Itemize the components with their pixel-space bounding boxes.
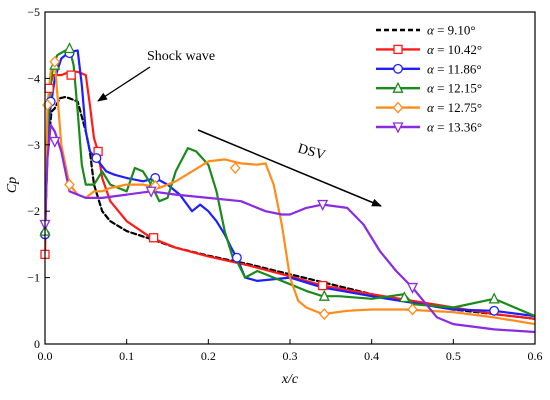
series-line-1 bbox=[45, 70, 535, 320]
series-line-5 bbox=[45, 123, 535, 334]
legend-marker-1 bbox=[393, 44, 403, 55]
plot-markers bbox=[39, 42, 500, 321]
legend-label-5: α = 13.36° bbox=[427, 120, 482, 135]
x-tick-label: 0.1 bbox=[119, 349, 134, 363]
x-tick-label: 0.5 bbox=[446, 349, 461, 363]
series-5-marker bbox=[406, 282, 419, 295]
y-axis-ticks: 0 −1 −2 −3 −4 −5 bbox=[27, 5, 50, 351]
x-tick-label: 0.2 bbox=[201, 349, 216, 363]
annotation-shock-wave: Shock wave bbox=[147, 49, 215, 64]
series-4-marker bbox=[318, 308, 330, 321]
series-2-marker bbox=[91, 153, 102, 164]
dsv-arrow bbox=[197, 129, 382, 207]
series-2-marker bbox=[231, 252, 242, 263]
y-tick-label: −2 bbox=[27, 204, 40, 218]
series-1-marker bbox=[44, 83, 54, 94]
x-tick-label: 0.6 bbox=[528, 349, 543, 363]
series-4-marker bbox=[229, 162, 241, 175]
y-axis-label: Cp bbox=[5, 177, 20, 193]
shock-wave-arrow bbox=[97, 66, 151, 102]
legend-marker-5 bbox=[392, 122, 404, 134]
x-axis-label: x/c bbox=[281, 372, 299, 387]
legend-label-4: α = 12.75° bbox=[427, 100, 482, 115]
series-5-marker bbox=[49, 136, 61, 148]
legend-marker-2 bbox=[393, 63, 403, 74]
series-5-marker bbox=[145, 186, 157, 198]
series-1-marker bbox=[66, 70, 76, 80]
series-4-marker bbox=[49, 55, 61, 68]
legend-label-1: α = 10.42° bbox=[427, 42, 482, 57]
y-tick-label: −4 bbox=[27, 71, 40, 85]
series-3-marker bbox=[318, 289, 330, 301]
legend-marker-4 bbox=[392, 101, 404, 114]
series-3-marker bbox=[398, 291, 410, 303]
legend-label-2: α = 11.86° bbox=[427, 61, 482, 76]
legend-marker-3 bbox=[392, 81, 404, 93]
annotation-dsv: DSV bbox=[296, 141, 327, 163]
series-5-marker bbox=[317, 199, 329, 212]
series-3-marker bbox=[488, 292, 500, 304]
x-tick-label: 0.3 bbox=[283, 349, 298, 363]
legend: α = 9.10° α = 10.42° α = 11.86° α = 12.15° α… bbox=[376, 23, 482, 135]
series-2-marker bbox=[489, 305, 500, 316]
x-axis-ticks: 0.0 0.1 0.2 0.3 0.4 0.5 0.6 bbox=[38, 339, 543, 363]
legend-label-0: α = 9.10° bbox=[427, 23, 476, 38]
series-1-marker bbox=[148, 233, 159, 243]
series-3-marker bbox=[63, 42, 76, 54]
y-tick-label: −5 bbox=[27, 5, 40, 19]
series-4-marker bbox=[407, 303, 418, 316]
series-line-4 bbox=[45, 60, 535, 326]
series-4-marker bbox=[64, 178, 75, 191]
y-tick-label: −1 bbox=[27, 271, 40, 285]
y-tick-label: −3 bbox=[27, 138, 40, 152]
series-1-marker bbox=[318, 280, 328, 291]
x-tick-label: 0.0 bbox=[38, 349, 53, 363]
legend-label-3: α = 12.15° bbox=[427, 81, 482, 96]
x-tick-label: 0.4 bbox=[364, 349, 379, 363]
y-tick-label: 0 bbox=[34, 337, 40, 351]
